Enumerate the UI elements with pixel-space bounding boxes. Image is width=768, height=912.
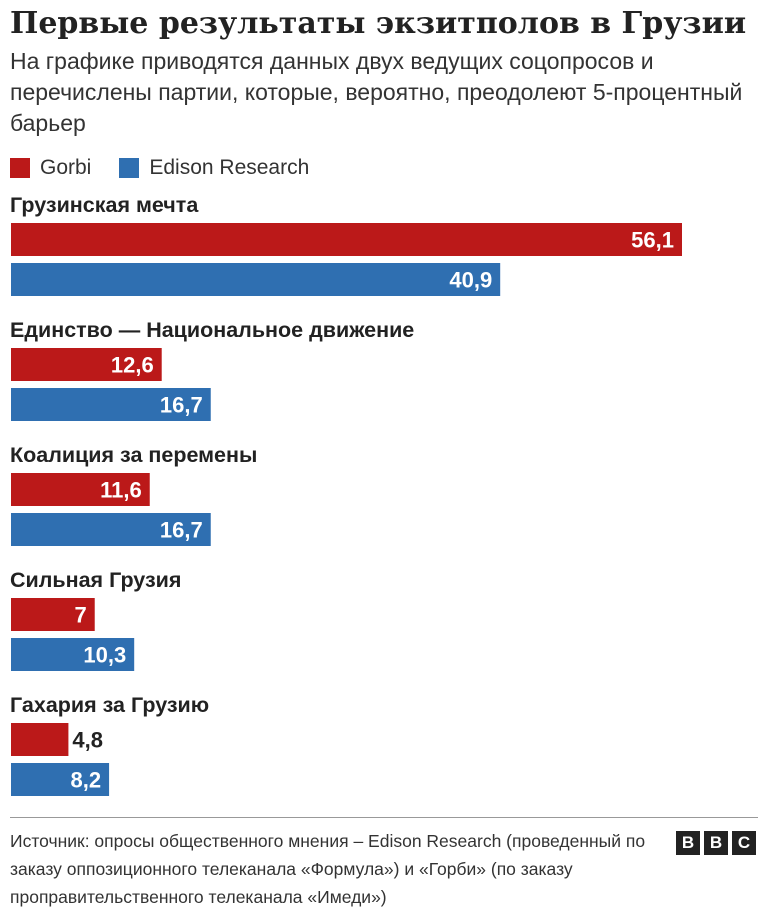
category-label: Коалиция за перемены: [10, 443, 257, 467]
category-label: Сильная Грузия: [10, 568, 181, 592]
source-note: Источник: опросы общественного мнения – …: [10, 831, 646, 907]
bar-gorbi: [11, 223, 682, 256]
data-label: 7: [74, 603, 86, 628]
legend-label-edison: Edison Research: [149, 156, 310, 179]
bbc-logo-block: C: [732, 831, 756, 855]
legend-item-edison: Edison Research: [119, 156, 309, 180]
bbc-logo-block: B: [676, 831, 700, 855]
bar-edison: [11, 763, 110, 796]
bar-gorbi: [11, 598, 95, 631]
legend-swatch-gorbi: [10, 158, 30, 178]
data-label: 4,8: [72, 728, 103, 753]
bar-edison: [11, 263, 501, 296]
bar-gorbi: [11, 473, 150, 506]
bbc-logo-block: B: [704, 831, 728, 855]
legend-swatch-edison: [119, 158, 140, 178]
category-group: Грузинская мечта 56,1 40,9: [10, 193, 682, 296]
data-label: 40,9: [449, 268, 492, 293]
data-label: 16,7: [160, 518, 203, 543]
bar-edison: [11, 388, 211, 421]
category-label: Гахария за Грузию: [10, 693, 209, 717]
legend: Gorbi Edison Research: [10, 154, 337, 182]
legend-label-gorbi: Gorbi: [40, 156, 92, 179]
category-label: Грузинская мечта: [10, 193, 199, 217]
bar-gorbi: [11, 723, 69, 756]
category-group: Гахария за Грузию 4,8 8,2: [10, 693, 209, 796]
data-label: 8,2: [70, 768, 101, 793]
data-label: 11,6: [100, 478, 142, 503]
category-label: Единство — Национальное движение: [10, 318, 414, 342]
data-label: 16,7: [160, 393, 203, 418]
data-label: 10,3: [83, 643, 126, 668]
category-group: Единство — Национальное движение 12,616,7: [10, 318, 414, 421]
footer-divider: [10, 817, 758, 818]
bbc-logo: B B C: [676, 831, 756, 855]
legend-item-gorbi: Gorbi: [10, 156, 91, 180]
bar-edison: [11, 638, 135, 671]
bar-chart: Грузинская мечта 56,1 40,9 Единство — Нацио…: [10, 193, 682, 796]
chart-subtitle: На графике приводятся данных двух ведущи…: [10, 48, 743, 136]
category-group: Коалиция за перемены 11,6 16,7: [10, 443, 257, 546]
bar-edison: [11, 513, 211, 546]
category-group: Сильная Грузия 7 10,3: [10, 568, 181, 671]
data-label: 12,6: [111, 353, 154, 378]
chart-title: Первые результаты экзитполов в Грузии: [10, 6, 747, 41]
bar-gorbi: [11, 348, 162, 381]
data-label: 56,1: [631, 228, 674, 253]
